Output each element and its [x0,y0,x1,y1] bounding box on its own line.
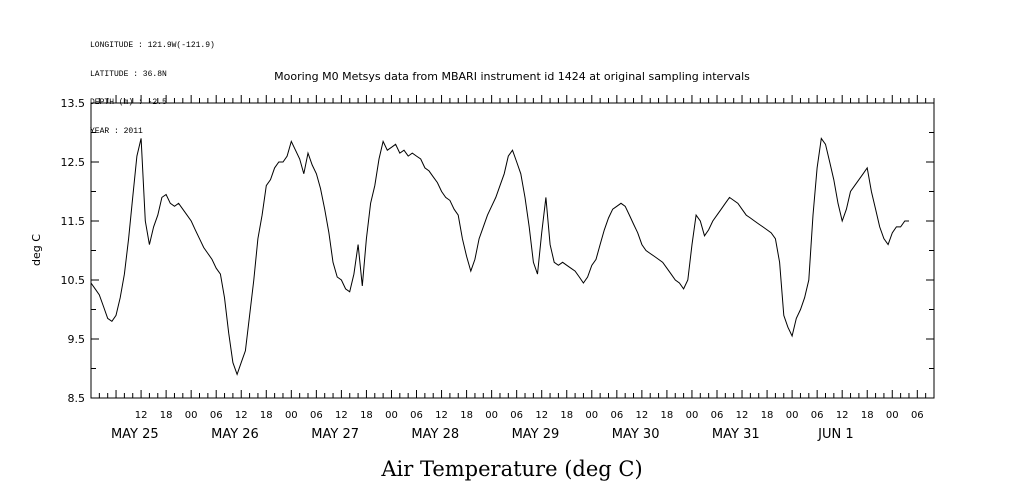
x-tick-label: 00 [686,410,699,421]
tick-marks [91,95,935,399]
y-tick-label: 11.5 [61,215,86,228]
date-label: MAY 29 [512,427,560,442]
x-tick-label: 00 [485,410,498,421]
x-tick-label: 12 [335,410,348,421]
x-tick-label: 18 [560,410,573,421]
x-tick-label: 12 [736,410,749,421]
x-tick-label: 06 [610,410,623,421]
x-tick-label: 18 [761,410,774,421]
x-tick-label: 18 [861,410,874,421]
x-tick-label: 00 [786,410,799,421]
x-tick-label: 18 [260,410,273,421]
y-tick-label: 10.5 [61,274,86,287]
y-tick-label: 8.5 [68,392,86,405]
x-tick-label: 12 [535,410,548,421]
metadata-latitude: LATITUDE : 36.8N [90,69,167,79]
x-tick-label: 18 [160,410,173,421]
metadata-longitude: LONGITUDE : 121.9W(-121.9) [90,41,215,50]
date-label: MAY 25 [111,427,159,442]
date-label: MAY 27 [311,427,359,442]
x-tick-label: 12 [435,410,448,421]
y-tick-label: 9.5 [68,333,86,346]
x-tick-label: 06 [210,410,223,421]
date-labels: MAY 25 MAY 26 MAY 27 MAY 28 MAY 29 MAY 30 MAY … [111,427,854,442]
date-label: JUN 1 [817,427,853,442]
x-tick-labels: 12 18 00 06 12 18 00 06 12 18 00 06 12 18 00 06 12 18 00 06… [135,410,924,421]
x-axis-title: Air Temperature (deg C) [380,457,642,481]
x-tick-label: 06 [911,410,924,421]
chart-title: Mooring M0 Metsys data from MBARI instru… [274,70,750,83]
x-tick-label: 12 [836,410,849,421]
date-label: MAY 26 [211,427,259,442]
x-tick-label: 12 [235,410,248,421]
date-label: MAY 30 [612,427,660,442]
x-tick-label: 18 [661,410,674,421]
y-tick-labels: 8.5 9.5 10.5 11.5 12.5 13.5 [61,97,86,405]
y-tick-label: 13.5 [61,97,86,110]
x-tick-label: 06 [510,410,523,421]
x-tick-label: 18 [460,410,473,421]
x-tick-label: 06 [811,410,824,421]
x-tick-label: 00 [585,410,598,421]
y-tick-label: 12.5 [61,156,86,169]
x-tick-label: 00 [385,410,398,421]
x-tick-label: 12 [636,410,649,421]
date-label: MAY 31 [712,427,760,442]
y-axis-label: deg C [30,234,43,266]
x-tick-label: 00 [285,410,298,421]
x-tick-label: 06 [410,410,423,421]
x-tick-label: 00 [886,410,899,421]
metadata-year: YEAR : 2011 [90,126,143,136]
x-tick-label: 18 [360,410,373,421]
x-tick-label: 06 [310,410,323,421]
date-label: MAY 28 [411,427,459,442]
air-temperature-series-line [90,137,909,376]
x-tick-label: 12 [135,410,148,421]
plot-frame [90,102,935,399]
x-tick-label: 06 [711,410,724,421]
x-tick-label: 00 [185,410,198,421]
